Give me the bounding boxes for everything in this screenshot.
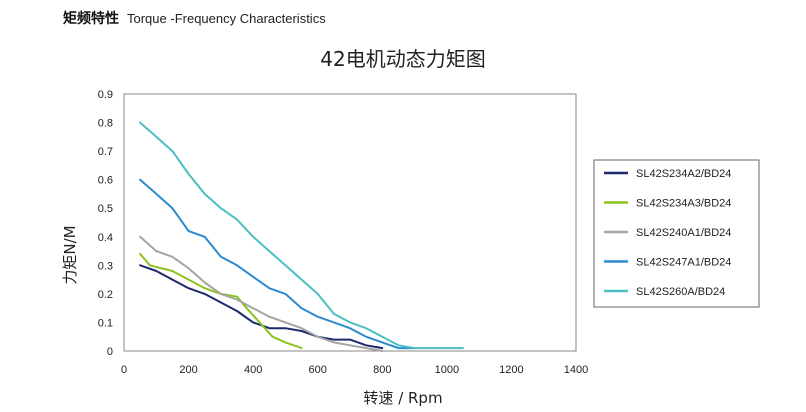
header-title-en: Torque -Frequency Characteristics — [127, 11, 326, 26]
x-axis-ticks: 0 200 400 600 800 1000 1200 1400 — [121, 364, 588, 376]
legend: SL42S234A2/BD24 SL42S234A3/BD24 SL42S240A1… — [604, 168, 731, 298]
x-tick-label: 0 — [121, 364, 127, 376]
y-axis-ticks: 0 0.1 0.2 0.3 0.4 0.5 0.6 0.7 0.8 0.9 — [98, 89, 113, 358]
x-tick-label: 600 — [309, 364, 327, 376]
x-tick-label: 1200 — [499, 364, 523, 376]
y-tick-label: 0.5 — [98, 203, 113, 215]
legend-label: SL42S240A1/BD24 — [636, 227, 731, 239]
x-tick-label: 200 — [179, 364, 197, 376]
chart-title: 42电机动态力矩图 — [320, 47, 485, 71]
header-title-cn: 矩频特性 — [63, 11, 119, 27]
series-line-4 — [139, 178, 416, 350]
y-tick-label: 0.8 — [98, 118, 113, 130]
plot-area — [123, 93, 577, 352]
series-line-1 — [139, 264, 384, 350]
y-tick-label: 0.6 — [98, 175, 113, 187]
y-tick-label: 0.4 — [98, 232, 113, 244]
x-axis-label: 转速 / Rpm — [363, 389, 442, 407]
series-line-5 — [139, 121, 464, 350]
y-tick-label: 0 — [107, 346, 113, 358]
series-line-2 — [139, 252, 303, 350]
page-header: 矩频特性 Torque -Frequency Characteristics — [63, 8, 326, 28]
legend-label: SL42S234A2/BD24 — [636, 168, 731, 180]
legend-label: SL42S234A3/BD24 — [636, 198, 731, 210]
legend-box — [593, 159, 760, 308]
y-tick-label: 0.3 — [98, 260, 113, 272]
series-lines — [139, 121, 464, 352]
y-tick-label: 0.7 — [98, 146, 113, 158]
y-tick-label: 0.1 — [98, 317, 113, 329]
x-tick-label: 1000 — [435, 364, 459, 376]
y-axis-label: 力矩N/M — [61, 225, 79, 284]
x-tick-label: 1400 — [564, 364, 588, 376]
series-line-3 — [139, 235, 384, 352]
x-tick-label: 400 — [244, 364, 262, 376]
y-tick-label: 0.9 — [98, 89, 113, 101]
legend-label: SL42S260A/BD24 — [636, 286, 725, 298]
x-tick-label: 800 — [373, 364, 391, 376]
legend-label: SL42S247A1/BD24 — [636, 257, 731, 269]
y-tick-label: 0.2 — [98, 289, 113, 301]
